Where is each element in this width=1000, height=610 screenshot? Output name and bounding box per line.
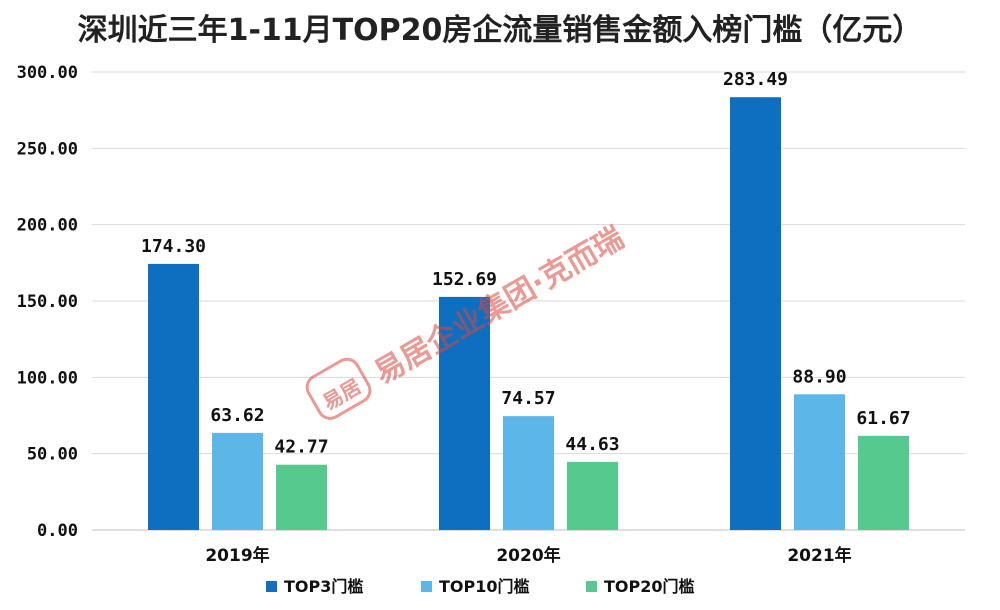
- data-labels: 174.30 63.62 42.77 152.69 74.57 44.63 283.49 88…: [141, 69, 911, 457]
- data-label: 74.57: [501, 388, 555, 409]
- y-tick-label: 100.00: [17, 368, 78, 388]
- y-tick-label: 50.00: [27, 445, 78, 465]
- bars: [148, 97, 909, 531]
- y-axis: 0.00 50.00 100.00 150.00 200.00 250.00 300.00: [17, 63, 78, 541]
- legend: TOP3门槛 TOP10门槛 TOP20门槛: [266, 577, 695, 596]
- bar: [148, 263, 199, 530]
- chart-title: 深圳近三年1-11月TOP20房企流量销售金额入榜门槛（亿元）: [78, 13, 923, 48]
- bar: [439, 296, 490, 530]
- bar: [794, 394, 845, 530]
- bar: [730, 97, 781, 531]
- legend-swatch: [421, 581, 432, 592]
- y-tick-label: 150.00: [17, 292, 78, 312]
- x-tick-label: 2019年: [205, 545, 269, 566]
- bar: [567, 461, 618, 530]
- data-label: 283.49: [723, 69, 788, 90]
- watermark-seal-icon: 易居: [305, 357, 372, 420]
- data-label: 44.63: [565, 434, 619, 455]
- data-label: 42.77: [274, 437, 328, 458]
- data-label: 174.30: [141, 236, 206, 257]
- x-axis: 2019年 2020年 2021年: [205, 545, 851, 566]
- data-label: 63.62: [210, 405, 264, 426]
- y-tick-label: 0.00: [37, 521, 78, 541]
- legend-swatch: [586, 581, 597, 592]
- legend-label: TOP10门槛: [439, 577, 530, 596]
- data-label: 61.67: [856, 408, 910, 429]
- y-tick-label: 250.00: [17, 139, 78, 159]
- bar: [503, 416, 554, 530]
- bar: [212, 432, 263, 530]
- legend-label: TOP20门槛: [604, 577, 695, 596]
- x-tick-label: 2021年: [787, 545, 851, 566]
- legend-label: TOP3门槛: [284, 577, 363, 596]
- bar: [858, 435, 909, 530]
- data-label: 88.90: [792, 366, 846, 387]
- watermark-text: 易居企业集团·克而瑞: [369, 220, 630, 391]
- watermark-seal-text: 易居: [318, 374, 365, 415]
- data-label: 152.69: [432, 269, 497, 290]
- y-tick-label: 300.00: [17, 63, 78, 83]
- y-tick-label: 200.00: [17, 216, 78, 236]
- bar: [276, 464, 327, 530]
- legend-swatch: [266, 581, 277, 592]
- x-tick-label: 2020年: [496, 545, 560, 566]
